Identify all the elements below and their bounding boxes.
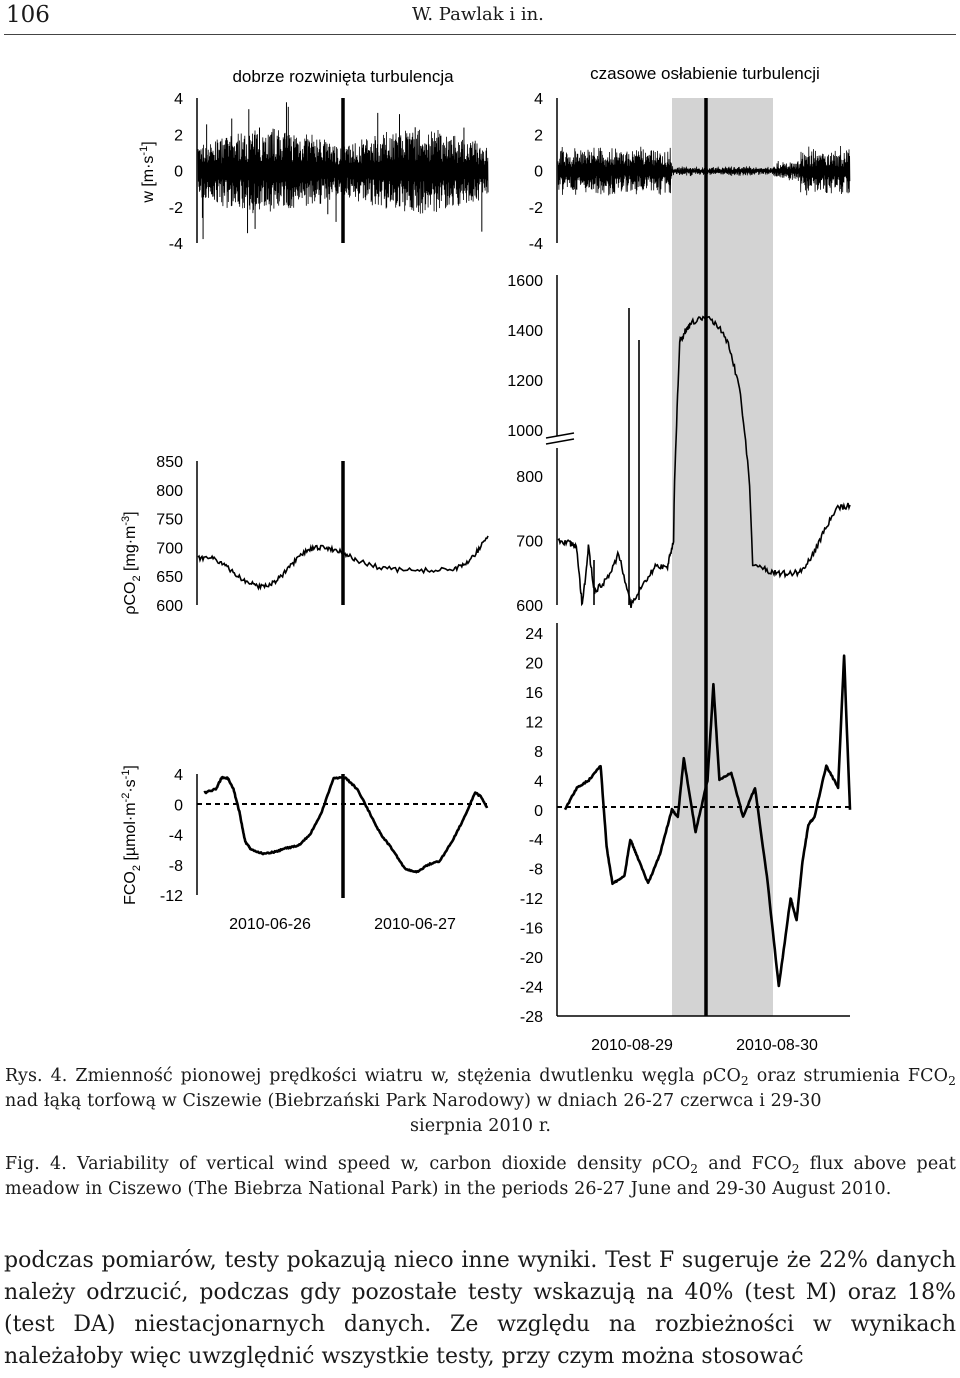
- right-flux-series: [563, 654, 852, 988]
- ylabel-fco2: FCO2 [µmol·m-2·s-1]: [120, 765, 143, 905]
- left-rho-tick-3: 700: [156, 540, 183, 557]
- left-w-tick-2: 0: [174, 164, 183, 181]
- header-rule: [4, 34, 956, 35]
- right-flux-tick-6: 0: [534, 803, 543, 820]
- left-flux-tick-0: 4: [174, 767, 183, 784]
- figure-4: dobrze rozwinięta turbulencja czasowe os…: [120, 64, 852, 1054]
- caption-en-sub2: 2: [791, 1162, 800, 1176]
- left-w-tick-4: -4: [169, 236, 183, 253]
- right-date-1: 2010-08-29: [591, 1037, 673, 1054]
- right-w-tick-1: 2: [534, 127, 543, 144]
- right-date-2: 2010-08-30: [736, 1037, 818, 1054]
- right-flux-tick-1: 20: [525, 655, 543, 672]
- left-flux-series: [203, 775, 489, 874]
- right-rho-upper-tick-0: 1600: [507, 273, 543, 290]
- axes: [196, 98, 850, 1017]
- tick-labels: 420-2-4420-2-485080075070065060080070060…: [156, 91, 543, 1026]
- caption-en-mid1: and FCO: [698, 1154, 792, 1174]
- caption-polish: Rys. 4. Zmienność pionowej prędkości wia…: [5, 1064, 956, 1139]
- ylabel-w: w [m·s-1]: [138, 141, 157, 203]
- left-date-2: 2010-06-27: [374, 916, 456, 933]
- midnight-separators: [341, 98, 708, 1016]
- right-flux-tick-11: -20: [520, 950, 543, 967]
- caption-pl-last: sierpnia 2010 r.: [409, 1116, 552, 1136]
- caption-en-mid2: flux above peat meadow in Ciszewo (The B…: [5, 1154, 956, 1199]
- left-flux-tick-3: -8: [169, 858, 183, 875]
- right-rho-upper-tick-1: 1400: [507, 323, 543, 340]
- right-flux-tick-7: -4: [529, 832, 543, 849]
- right-w-tick-4: -4: [529, 236, 543, 253]
- left-w-tick-1: 2: [174, 127, 183, 144]
- right-w-tick-3: -2: [529, 200, 543, 217]
- caption-pl-sub1: 2: [740, 1074, 749, 1088]
- right-w-series: [557, 145, 851, 196]
- right-rho-series: [557, 315, 851, 609]
- left-flux-tick-2: -4: [169, 828, 183, 845]
- right-flux-tick-4: 8: [534, 744, 543, 761]
- left-column-title: dobrze rozwinięta turbulencja: [232, 67, 454, 86]
- left-rho-tick-1: 800: [156, 483, 183, 500]
- page-number: 106: [6, 2, 50, 28]
- data-series: [197, 102, 852, 988]
- caption-english: Fig. 4. Variability of vertical wind spe…: [5, 1152, 956, 1202]
- right-flux-tick-5: 4: [534, 773, 543, 790]
- caption-en-sub1: 2: [690, 1162, 699, 1176]
- right-rho-upper-tick-3: 1000: [507, 423, 543, 440]
- right-rho-lower-tick-2: 600: [516, 598, 543, 615]
- right-w-tick-0: 4: [534, 91, 543, 108]
- body-paragraph: podczas pomiarów, testy pokazują nieco i…: [4, 1248, 956, 1369]
- right-rho-lower-tick-0: 800: [516, 469, 543, 486]
- weak-turbulence-shading: [672, 98, 773, 1016]
- left-w-tick-3: -2: [169, 200, 183, 217]
- left-rho-tick-0: 850: [156, 454, 183, 471]
- right-flux-tick-8: -8: [529, 862, 543, 879]
- caption-pl-prefix: Rys. 4. Zmienność pionowej prędkości wia…: [5, 1066, 741, 1086]
- left-w-tick-0: 4: [174, 91, 183, 108]
- left-flux-tick-1: 0: [174, 797, 183, 814]
- left-rho-series: [197, 535, 489, 591]
- right-flux-tick-10: -16: [520, 921, 543, 938]
- left-flux-tick-4: -12: [160, 888, 183, 905]
- right-flux-tick-13: -28: [520, 1009, 543, 1026]
- ylabel-rhoco2: ρCO2 [mg·m-3]: [120, 511, 143, 614]
- caption-pl-mid1: oraz strumienia FCO: [748, 1066, 949, 1086]
- running-head: W. Pawlak i in.: [412, 4, 544, 25]
- caption-en-prefix: Fig. 4. Variability of vertical wind spe…: [5, 1154, 691, 1174]
- right-column-title: czasowe osłabienie turbulencji: [590, 64, 820, 83]
- caption-pl-sub2: 2: [948, 1074, 956, 1088]
- page-header: 106 W. Pawlak i in.: [0, 0, 960, 35]
- right-w-tick-2: 0: [534, 164, 543, 181]
- caption-pl-mid2: nad łąką torfową w Ciszewie (Biebrzański…: [5, 1091, 822, 1111]
- left-rho-tick-2: 750: [156, 512, 183, 529]
- left-date-1: 2010-06-26: [229, 916, 311, 933]
- left-w-series: [197, 128, 489, 214]
- right-flux-tick-12: -24: [520, 980, 543, 997]
- right-rho-upper-tick-2: 1200: [507, 373, 543, 390]
- right-flux-tick-2: 16: [525, 685, 543, 702]
- left-rho-tick-5: 600: [156, 598, 183, 615]
- right-rho-lower-tick-1: 700: [516, 534, 543, 551]
- right-flux-tick-0: 24: [525, 626, 543, 643]
- right-flux-tick-3: 12: [525, 714, 543, 731]
- left-rho-tick-4: 650: [156, 569, 183, 586]
- right-flux-tick-9: -12: [520, 891, 543, 908]
